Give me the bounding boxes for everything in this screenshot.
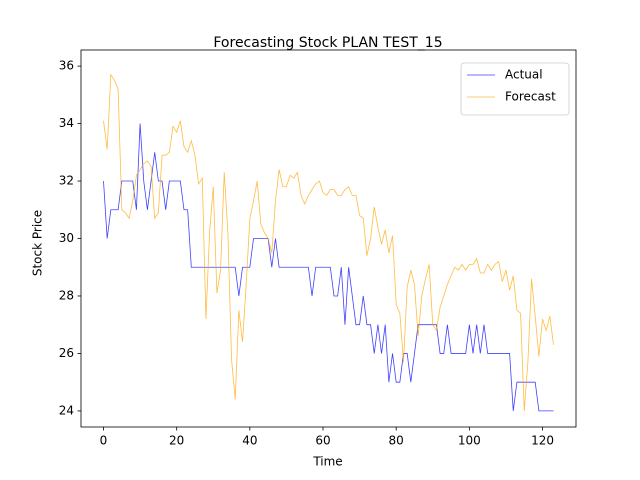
legend-label: Forecast (505, 90, 556, 104)
x-tick-label: 60 (315, 434, 330, 448)
x-tick-label: 100 (458, 434, 481, 448)
y-tick-label: 32 (59, 174, 74, 188)
y-axis-label: Stock Price (31, 210, 45, 276)
x-axis-label: Time (312, 455, 342, 469)
x-tick-label: 80 (389, 434, 404, 448)
x-tick-label: 40 (242, 434, 257, 448)
y-tick-label: 34 (59, 116, 74, 130)
y-tick-label: 28 (59, 288, 74, 302)
y-tick-label: 26 (59, 346, 74, 360)
legend-box (460, 62, 570, 116)
x-tick-label: 120 (531, 434, 554, 448)
series-line (103, 123, 554, 412)
series-line (103, 73, 554, 411)
x-tick-label: 0 (100, 434, 108, 448)
legend-label: Actual (505, 68, 543, 82)
y-tick-label: 30 (59, 231, 74, 245)
plot-frame (80, 49, 577, 428)
chart-title: Forecasting Stock PLAN TEST_15 (213, 35, 442, 51)
y-tick-label: 36 (59, 59, 74, 73)
x-tick-label: 20 (169, 434, 184, 448)
y-tick-label: 24 (59, 403, 74, 417)
